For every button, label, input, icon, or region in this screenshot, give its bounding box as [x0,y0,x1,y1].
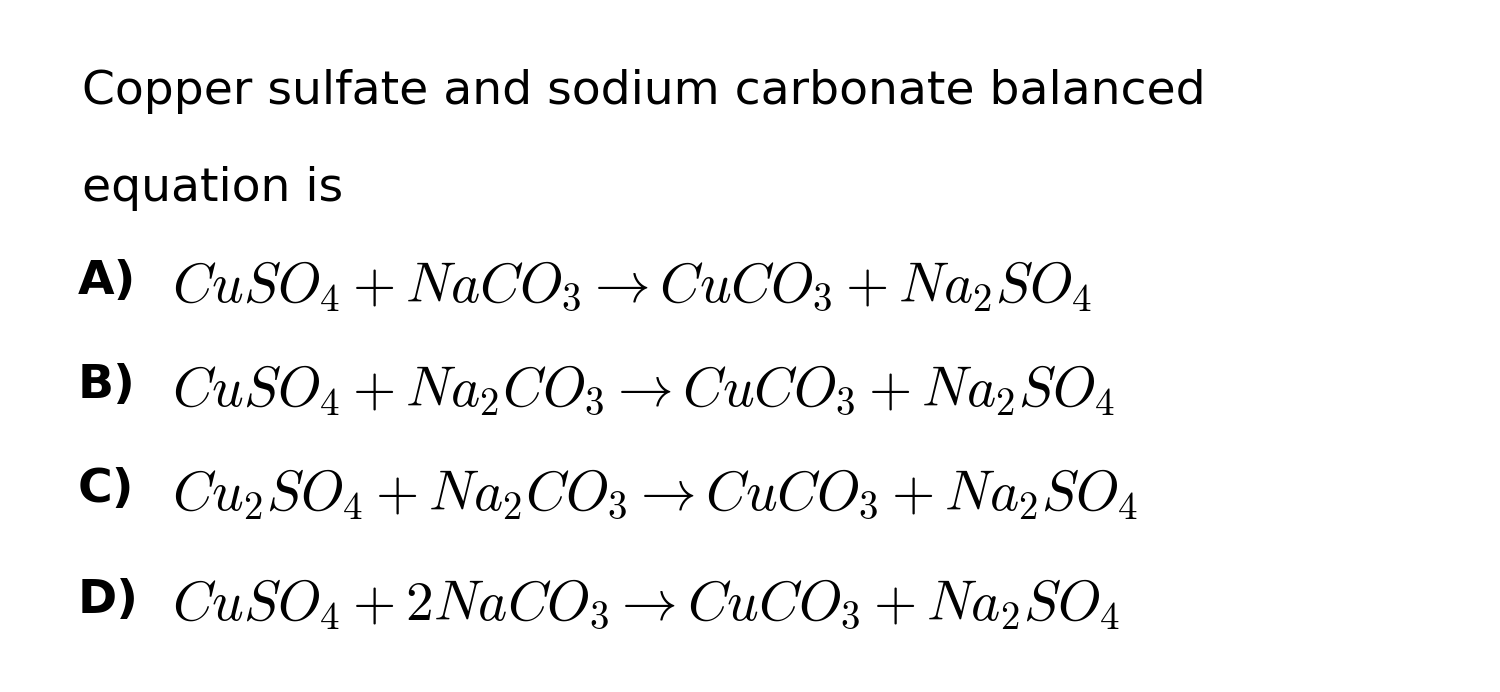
Text: $CuSO_4 + 2NaCO_3 \rightarrow CuCO_3 + Na_2SO_4$: $CuSO_4 + 2NaCO_3 \rightarrow CuCO_3 + N… [172,578,1120,632]
Text: $CuSO_4 + NaCO_3 \rightarrow CuCO_3 + Na_2SO_4$: $CuSO_4 + NaCO_3 \rightarrow CuCO_3 + Na… [172,260,1092,313]
Text: Copper sulfate and sodium carbonate balanced: Copper sulfate and sodium carbonate bala… [82,69,1206,114]
Text: C): C) [78,467,135,512]
Text: equation is: equation is [82,166,344,211]
Text: D): D) [78,578,140,623]
Text: B): B) [78,363,135,408]
Text: A): A) [78,260,136,304]
Text: $CuSO_4 + Na_2CO_3 \rightarrow CuCO_3 + Na_2SO_4$: $CuSO_4 + Na_2CO_3 \rightarrow CuCO_3 + … [172,363,1116,417]
Text: $Cu_2SO_4 + Na_2CO_3 \rightarrow CuCO_3 + Na_2SO_4$: $Cu_2SO_4 + Na_2CO_3 \rightarrow CuCO_3 … [172,467,1138,521]
